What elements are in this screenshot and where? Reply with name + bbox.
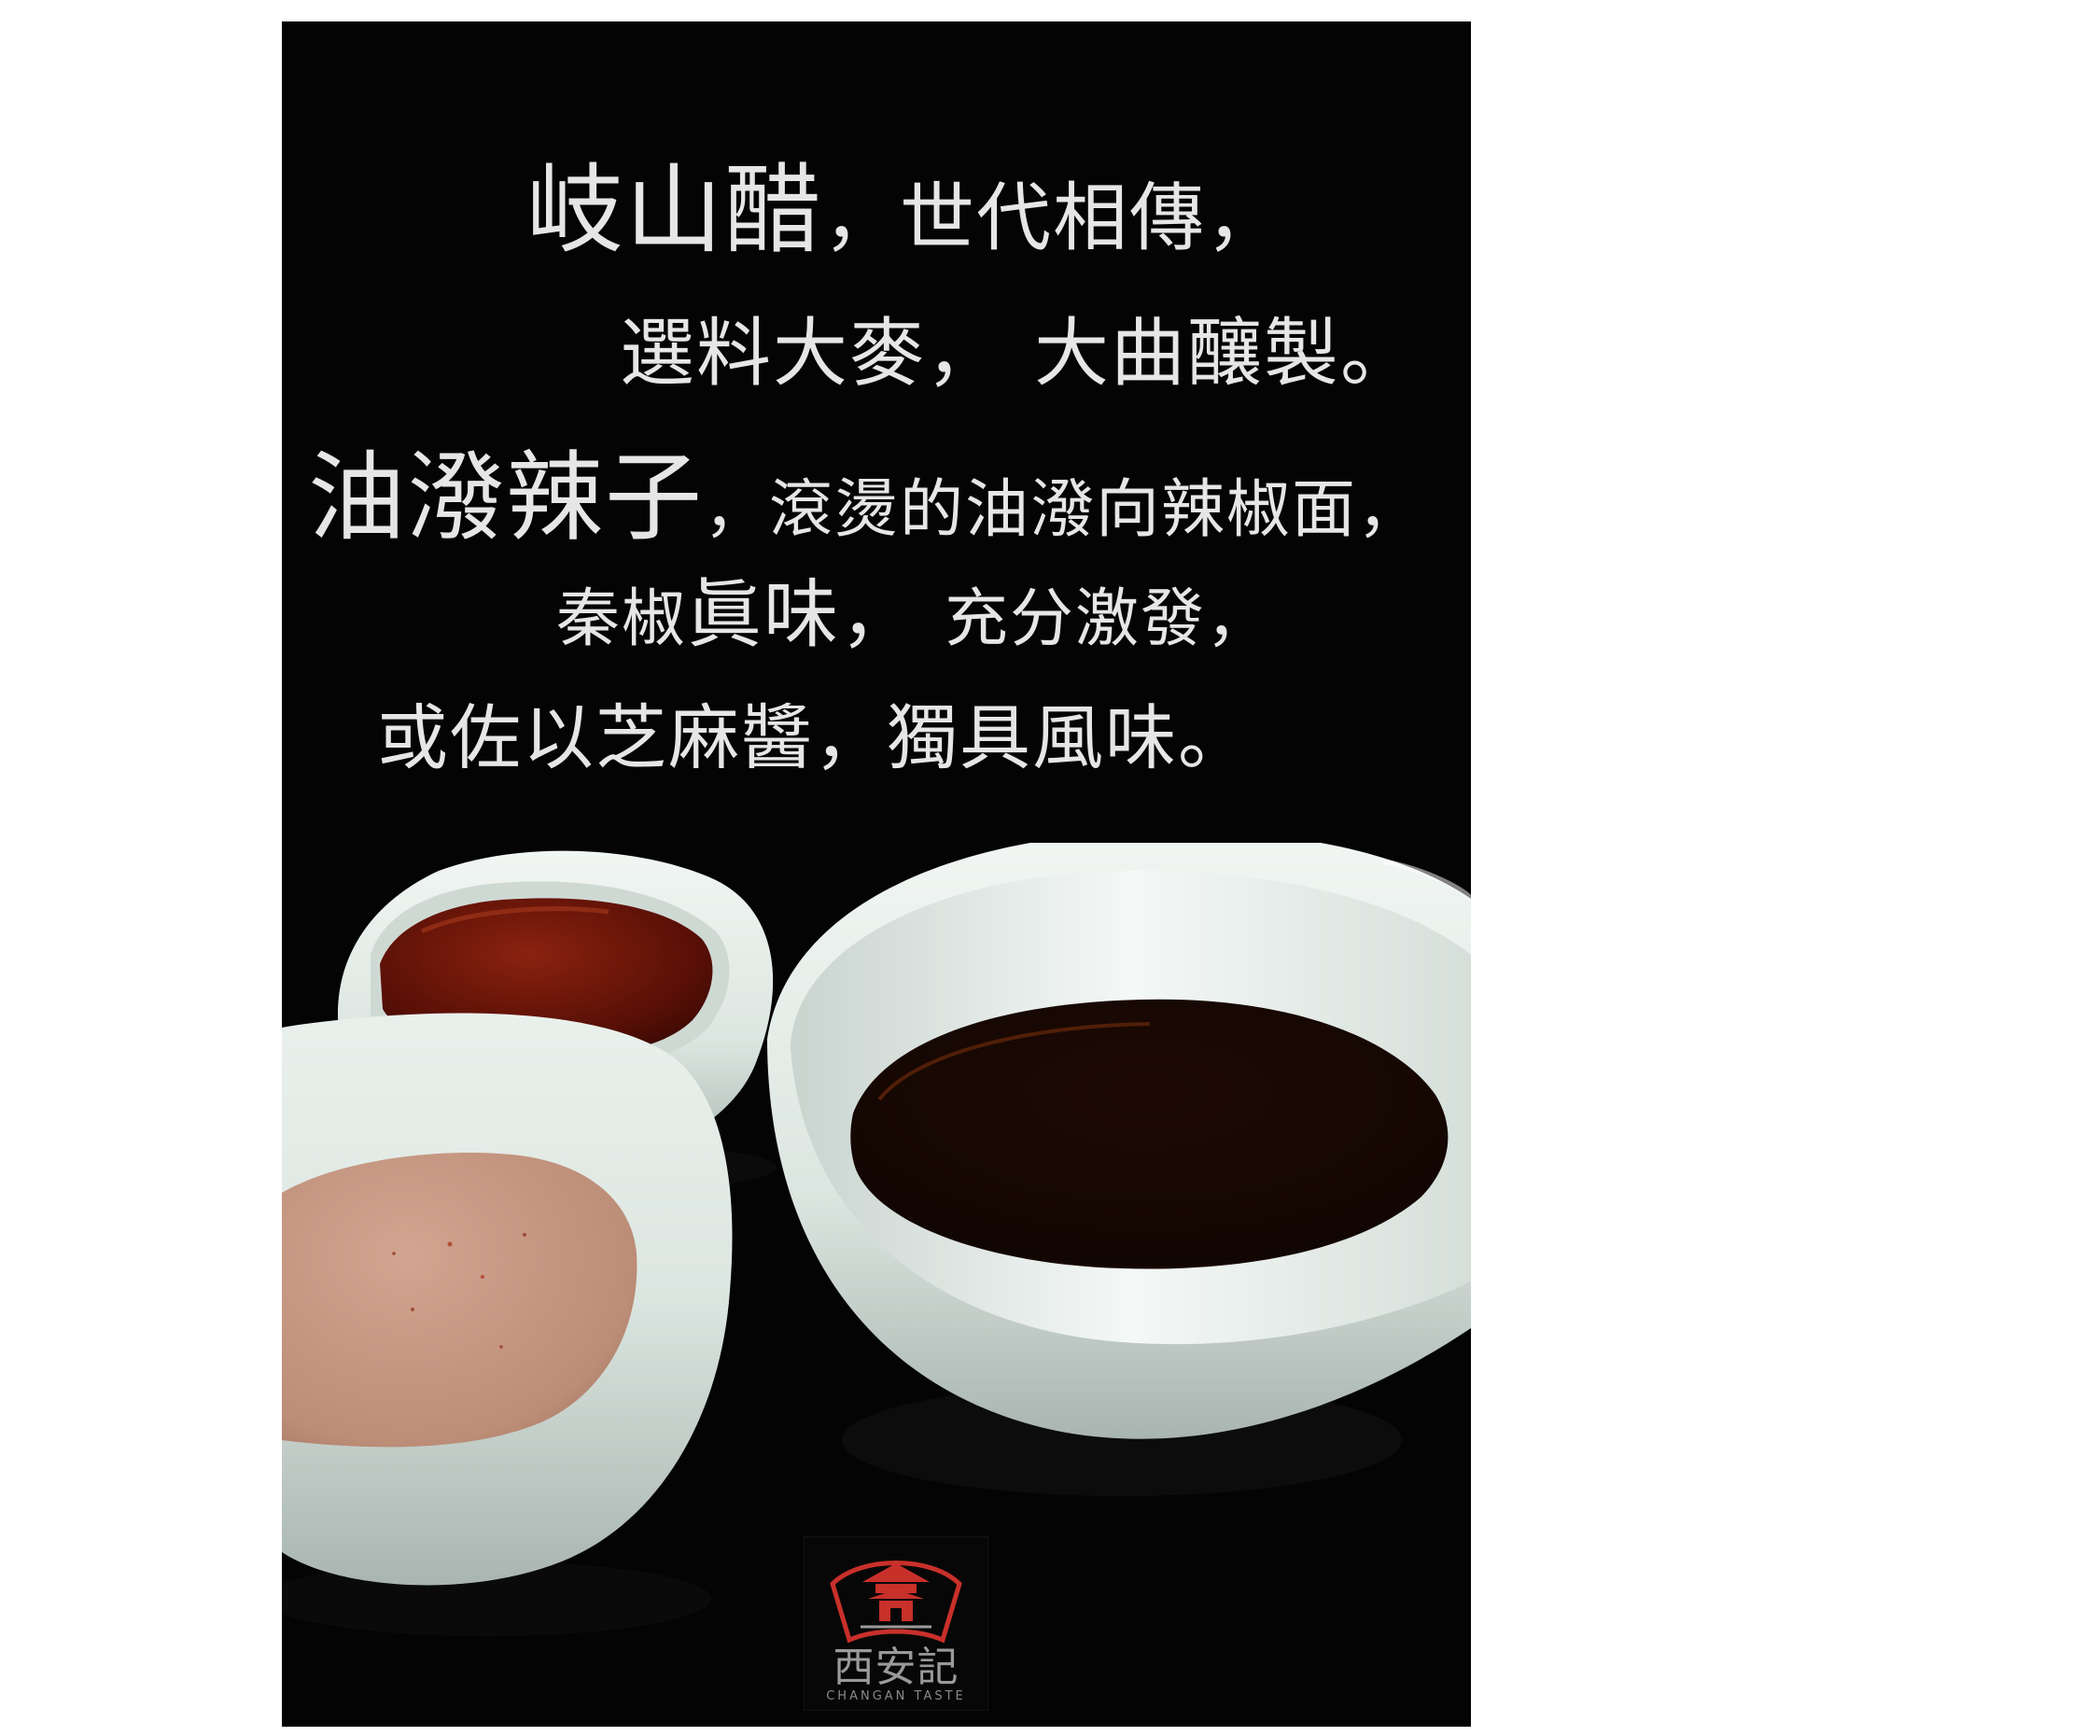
line-4-part-2: 眞味， (687, 571, 917, 658)
poem-line-3: 油潑辣子，滾燙的油潑向辣椒面， (308, 449, 1422, 546)
poem-line-4: 秦椒眞味， 充分激發， (556, 578, 1271, 652)
poem-line-5: 或佐以芝麻醬，獨具風味。 (377, 703, 1251, 774)
line-4-part-3: 充分激發， (945, 582, 1272, 656)
line-1-rest: ，世代相傳， (823, 175, 1283, 261)
poem-line-2: 選料大麥， 大曲釀製。 (620, 316, 1417, 391)
line-3-rest: ，滾燙的油潑向辣椒面， (704, 473, 1423, 547)
brand-name: 西安記 (833, 1644, 959, 1691)
line-2-part-2: 大曲釀製。 (1034, 310, 1417, 397)
vinegar-bowl (767, 843, 1471, 1496)
pagoda-emblem-icon (830, 1561, 962, 1644)
line-4-part-1: 秦椒 (556, 582, 688, 656)
sesame-paste-dish (282, 861, 733, 1636)
brand-logo: 西安記 CHANGAN TASTE (804, 1536, 988, 1711)
brand-subtitle: CHANGAN TASTE (826, 1689, 966, 1703)
poem-text: 岐山醋，世代相傳， 選料大麥， 大曲釀製。 油潑辣子，滾燙的油潑向辣椒面， 秦椒眞… (282, 21, 1471, 861)
poem-line-1: 岐山醋，世代相傳， (526, 161, 1282, 259)
line-5-text: 或佐以芝麻醬，獨具風味。 (377, 696, 1251, 779)
condiment-photo (282, 843, 1471, 1636)
poster: 岐山醋，世代相傳， 選料大麥， 大曲釀製。 油潑辣子，滾燙的油潑向辣椒面， 秦椒眞… (282, 21, 1471, 1727)
line-2-part-1: 選料大麥， (620, 310, 1002, 397)
line-3-headword: 油潑辣子 (308, 441, 705, 554)
line-1-headword: 岐山醋 (526, 153, 824, 267)
